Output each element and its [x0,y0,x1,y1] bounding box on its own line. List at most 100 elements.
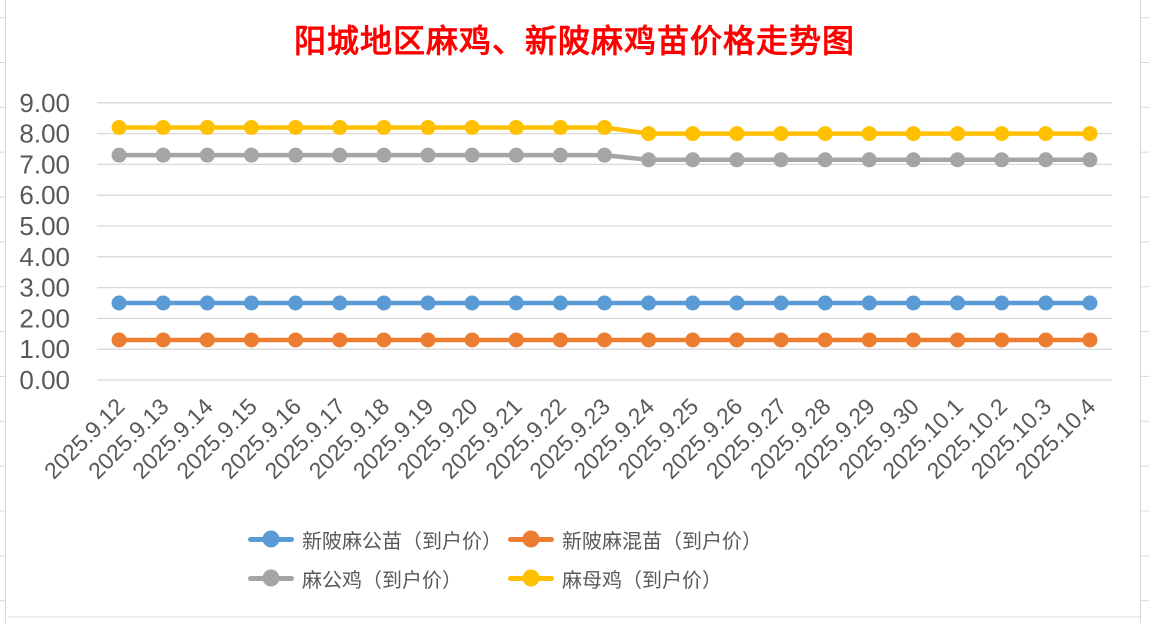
data-point-marker [861,295,877,311]
data-point-marker [199,332,215,348]
data-point-marker [773,295,789,311]
data-point-marker [199,119,215,135]
x-axis-labels: 2025.9.122025.9.132025.9.142025.9.152025… [39,393,1101,484]
data-point-marker [332,119,348,135]
data-point-marker [685,332,701,348]
data-point-marker [861,126,877,142]
legend-line-marker-orange-icon [508,530,554,548]
y-tick-label: 6.00 [19,180,70,210]
data-point-marker [861,332,877,348]
legend-line-marker-yellow-icon [508,569,554,587]
legend-item-xinpo-hun-miao: 新陂麻混苗（到户价） [508,527,762,553]
data-point-marker [950,152,966,168]
data-point-marker [508,295,524,311]
data-point-marker [464,332,480,348]
data-point-marker [552,295,568,311]
data-point-marker [552,147,568,163]
data-point-marker [641,295,657,311]
data-point-marker [376,119,392,135]
legend-item-xinpo-gong-miao: 新陂麻公苗（到户价） [248,527,502,553]
data-point-marker [641,152,657,168]
y-tick-label: 1.00 [19,334,70,364]
data-point-marker [685,126,701,142]
data-point-marker [111,147,127,163]
legend-item-ma-mu-ji: 麻母鸡（到户价） [508,566,722,592]
data-point-marker [950,332,966,348]
data-point-marker [641,332,657,348]
data-point-marker [773,152,789,168]
legend-line-marker-gray-icon [248,569,294,587]
data-point-marker [1082,126,1098,142]
data-point-marker [464,119,480,135]
data-point-marker [199,295,215,311]
data-point-marker [1038,152,1054,168]
legend-label: 麻公鸡（到户价） [302,569,462,592]
data-point-marker [243,119,259,135]
data-point-marker [817,332,833,348]
series-2 [111,147,1098,168]
data-point-marker [685,295,701,311]
data-point-marker [243,147,259,163]
data-point-marker [950,126,966,142]
data-point-marker [597,119,612,135]
data-point-marker [111,119,127,135]
legend-item-ma-gong-ji: 麻公鸡（到户价） [248,566,462,592]
data-point-marker [1038,332,1054,348]
data-point-marker [994,126,1010,142]
y-tick-label: 0.00 [19,365,70,395]
y-axis-labels: 0.001.002.003.004.005.006.007.008.009.00 [19,88,70,395]
data-point-marker [288,332,304,348]
data-point-marker [552,119,568,135]
y-tick-label: 2.00 [19,303,70,333]
data-point-marker [420,295,436,311]
chart-title: 阳城地区麻鸡、新陂麻鸡苗价格走势图 [293,23,855,59]
data-point-marker [552,332,568,348]
data-point-marker [332,147,348,163]
data-point-marker [376,332,392,348]
data-point-marker [773,126,789,142]
data-point-marker [288,147,304,163]
data-point-marker [155,147,171,163]
legend-label: 新陂麻公苗（到户价） [302,530,502,553]
data-point-marker [508,147,524,163]
data-point-marker [994,295,1010,311]
data-point-marker [1082,332,1098,348]
data-point-marker [111,295,127,311]
data-point-marker [464,147,480,163]
plot-gridlines [97,102,1112,381]
data-point-marker [817,152,833,168]
data-point-marker [332,295,348,311]
series-0 [111,295,1098,311]
data-point-marker [905,332,921,348]
y-tick-label: 8.00 [19,119,70,149]
data-point-marker [243,332,259,348]
data-point-marker [420,332,436,348]
y-tick-label: 5.00 [19,211,70,241]
data-point-marker [508,332,524,348]
data-point-marker [1082,295,1098,311]
y-tick-label: 4.00 [19,242,70,272]
series-3 [111,119,1098,142]
data-point-marker [199,147,215,163]
data-point-marker [597,332,612,348]
data-point-marker [1038,295,1054,311]
y-tick-label: 3.00 [19,273,70,303]
data-point-marker [1038,126,1054,142]
data-point-marker [729,332,745,348]
data-point-marker [376,295,392,311]
data-point-marker [685,152,701,168]
data-point-marker [243,295,259,311]
data-point-marker [111,332,127,348]
data-point-marker [817,126,833,142]
data-point-marker [773,332,789,348]
data-point-marker [950,295,966,311]
data-point-marker [155,332,171,348]
data-point-marker [155,295,171,311]
data-point-marker [994,152,1010,168]
data-point-marker [1082,152,1098,168]
data-point-marker [905,295,921,311]
data-point-marker [905,152,921,168]
y-tick-label: 7.00 [19,149,70,179]
